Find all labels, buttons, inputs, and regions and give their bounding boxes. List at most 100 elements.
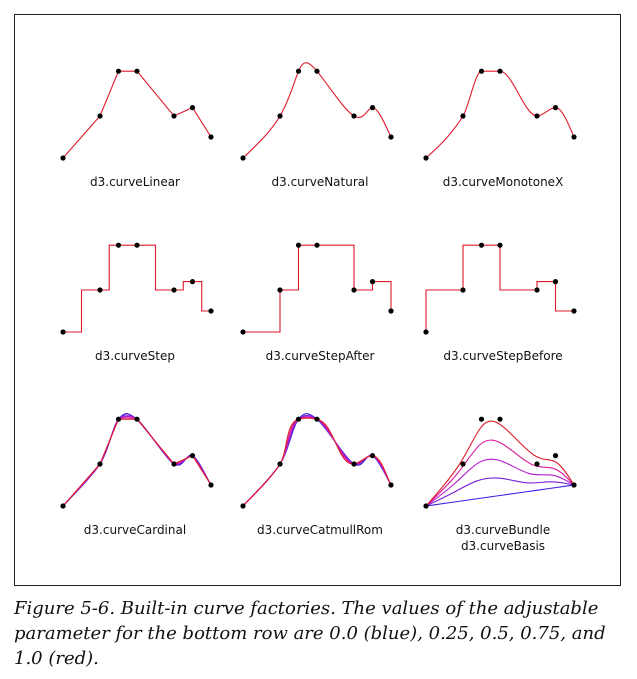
curve-line: [63, 244, 211, 333]
data-point: [240, 329, 246, 335]
data-point: [497, 242, 503, 248]
panel-monotoneX: d3.curveMonotoneX: [423, 68, 577, 189]
curve-line-param-2: [62, 415, 212, 507]
data-point: [115, 68, 122, 74]
panel-step: d3.curveStep: [60, 242, 214, 363]
figure-caption: Figure 5-6. Built-in curve factories. Th…: [14, 598, 606, 669]
panel-label: d3.curveLinear: [90, 175, 180, 189]
data-point: [369, 105, 376, 111]
panel-label: d3.curveBundle: [456, 523, 550, 537]
curve-line-param-2: [425, 458, 575, 507]
panel-label-secondary: d3.curveBasis: [461, 539, 545, 553]
figure-frame: d3.curveLinear d3.curveNatural d3.curveMon…: [14, 14, 621, 586]
panel-natural: d3.curveNatural: [240, 62, 394, 189]
data-point: [388, 482, 394, 488]
data-point: [189, 279, 196, 285]
panel-bundle: d3.curveBundle d3.curveBasis: [423, 416, 577, 553]
data-point: [351, 113, 357, 119]
data-point: [423, 503, 429, 509]
curve-line-param-2: [242, 416, 392, 507]
data-point: [460, 113, 466, 119]
curve-line-param-3: [242, 417, 392, 507]
curve-line: [425, 244, 574, 332]
curve-line-param-0: [242, 413, 392, 507]
data-point: [171, 113, 177, 119]
data-point: [97, 113, 103, 119]
panel-linear: d3.curveLinear: [60, 68, 214, 189]
data-point: [571, 134, 577, 140]
curve-line-param-4: [62, 418, 212, 507]
curve-line: [242, 62, 392, 159]
panel-cardinal: d3.curveCardinal: [60, 413, 214, 537]
data-point: [208, 134, 214, 140]
panel-catmullRom: d3.curveCatmullRom: [240, 413, 394, 537]
data-point: [189, 105, 196, 111]
curve-line-param-1: [242, 414, 392, 507]
data-point: [314, 242, 320, 248]
data-point: [552, 105, 559, 111]
data-point: [552, 279, 559, 285]
panel-label: d3.curveStepBefore: [443, 349, 562, 363]
data-point: [478, 242, 485, 248]
curve-line: [425, 70, 575, 159]
panel-label: d3.curveNatural: [272, 175, 369, 189]
data-point: [171, 461, 177, 467]
data-point: [295, 68, 302, 74]
data-point: [134, 416, 140, 422]
panel-label: d3.curveStepAfter: [266, 349, 375, 363]
data-point: [314, 416, 320, 422]
data-point: [497, 416, 503, 422]
data-point: [208, 308, 214, 314]
curve-line-param-0: [425, 484, 575, 507]
panel-label: d3.curveCardinal: [84, 523, 186, 537]
curve-line-param-4: [242, 417, 392, 507]
data-point: [423, 155, 429, 161]
data-point: [277, 287, 283, 293]
panel-stepBefore: d3.curveStepBefore: [423, 242, 577, 363]
data-point: [460, 287, 466, 293]
data-point: [115, 242, 122, 248]
curve-line-param-1: [425, 477, 575, 507]
data-point: [314, 68, 320, 74]
data-point: [388, 134, 394, 140]
data-point: [534, 113, 540, 119]
data-point: [240, 155, 246, 161]
curve-line-param-0: [62, 413, 212, 507]
data-point: [534, 461, 540, 467]
panel-stepAfter: d3.curveStepAfter: [240, 242, 394, 363]
curve-line-param-4: [425, 420, 575, 507]
curve-line-param-3: [425, 439, 575, 507]
data-point: [60, 155, 66, 161]
panel-label: d3.curveCatmullRom: [257, 523, 383, 537]
curve-line: [243, 244, 392, 333]
data-point: [295, 416, 302, 422]
data-point: [460, 461, 466, 467]
data-point: [571, 482, 577, 488]
data-point: [351, 287, 357, 293]
data-point: [60, 503, 66, 509]
data-point: [369, 453, 376, 459]
data-point: [478, 68, 485, 74]
panel-label: d3.curveMonotoneX: [443, 175, 564, 189]
data-point: [277, 113, 283, 119]
data-point: [115, 416, 122, 422]
data-point: [478, 416, 485, 422]
data-point: [388, 308, 394, 314]
data-point: [189, 453, 196, 459]
curve-line-param-3: [62, 417, 212, 507]
data-point: [240, 503, 246, 509]
data-point: [208, 482, 214, 488]
data-point: [295, 242, 302, 248]
data-point: [60, 329, 66, 335]
data-point: [534, 287, 540, 293]
curve-line-param-1: [62, 414, 212, 507]
panel-label: d3.curveStep: [95, 349, 175, 363]
data-point: [552, 453, 559, 459]
data-point: [171, 287, 177, 293]
curves-diagram: d3.curveLinear d3.curveNatural d3.curveMon…: [60, 62, 577, 553]
data-point: [369, 279, 376, 285]
data-point: [97, 287, 103, 293]
data-point: [277, 461, 283, 467]
data-point: [134, 68, 140, 74]
curve-line: [62, 70, 212, 159]
